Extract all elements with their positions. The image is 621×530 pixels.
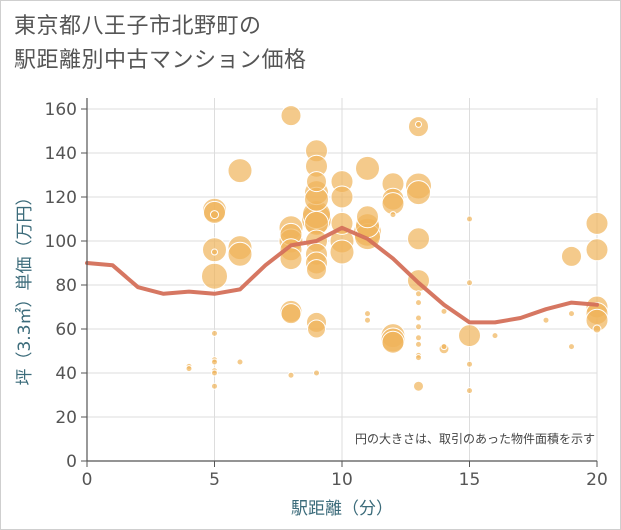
- chart-title: 東京都八王子市北野町の 駅距離別中古マンション価格: [14, 10, 307, 78]
- data-bubble: [542, 316, 550, 324]
- bubbles: [185, 105, 609, 395]
- data-bubble: [415, 340, 422, 348]
- data-bubble: [407, 227, 430, 251]
- data-bubble: [211, 369, 218, 377]
- data-bubble: [440, 307, 448, 315]
- x-axis-label: 駅距離（分）: [291, 499, 393, 519]
- size-legend-note: 円の大きさは、取引のあった物件面積を示す: [355, 431, 595, 446]
- y-tick-label: 20: [55, 408, 77, 428]
- y-tick-label: 160: [45, 100, 77, 120]
- data-bubble: [415, 290, 422, 298]
- title-line-1: 東京都八王子市北野町の: [14, 14, 262, 39]
- data-bubble: [561, 245, 582, 267]
- data-bubble: [280, 105, 302, 127]
- data-bubble: [306, 259, 327, 281]
- data-bubble: [466, 215, 473, 223]
- data-bubble: [329, 239, 355, 265]
- data-bubble: [227, 241, 253, 267]
- data-bubble: [211, 358, 218, 366]
- data-bubble: [413, 380, 424, 392]
- data-bubble: [585, 211, 609, 235]
- y-tick-label: 120: [45, 188, 77, 208]
- x-tick-label: 20: [586, 470, 608, 490]
- title-line-2: 駅距離別中古マンション価格: [14, 48, 307, 73]
- data-bubble: [381, 330, 405, 354]
- data-bubble: [355, 155, 380, 181]
- data-bubble: [211, 382, 218, 390]
- x-tick-label: 0: [82, 470, 93, 490]
- data-bubble: [306, 171, 327, 193]
- data-bubble: [287, 371, 295, 379]
- data-bubble: [491, 332, 499, 340]
- data-bubble: [406, 180, 431, 206]
- y-tick-label: 80: [55, 276, 77, 296]
- data-bubble: [415, 354, 422, 362]
- data-bubble: [330, 185, 354, 209]
- data-bubble: [210, 210, 219, 220]
- data-bubble: [211, 329, 218, 337]
- data-bubble: [458, 324, 481, 348]
- data-bubble: [466, 387, 473, 395]
- data-bubble: [389, 211, 397, 219]
- x-tick-label: 5: [209, 470, 220, 490]
- y-tick-label: 60: [55, 320, 77, 340]
- data-bubble: [307, 319, 326, 339]
- y-tick-label: 140: [45, 144, 77, 164]
- x-tick-label: 10: [331, 470, 353, 490]
- data-bubble: [201, 262, 228, 290]
- data-bubble: [280, 303, 302, 325]
- data-bubble: [364, 316, 371, 324]
- data-bubble: [313, 369, 320, 377]
- data-bubble: [236, 358, 244, 366]
- data-bubble: [568, 343, 575, 351]
- x-tick-label: 15: [459, 470, 481, 490]
- data-bubble: [356, 205, 379, 229]
- data-bubble: [364, 310, 371, 318]
- data-bubble: [592, 324, 602, 334]
- data-bubble: [211, 248, 218, 256]
- data-bubble: [415, 299, 422, 307]
- data-bubble: [440, 343, 448, 351]
- data-bubble: [415, 334, 422, 342]
- x-tick-labels: 0 5 10 15 20: [82, 461, 608, 490]
- y-tick-labels: 0 20 40 60 80 100 120 140 160: [45, 100, 87, 472]
- data-bubble: [568, 310, 575, 318]
- data-bubble: [585, 238, 609, 262]
- data-bubble: [185, 365, 193, 373]
- trend-line: [85, 225, 599, 325]
- data-bubble: [466, 360, 473, 368]
- data-bubble: [415, 314, 422, 322]
- data-bubble: [415, 120, 422, 128]
- grid-lines: [87, 98, 598, 461]
- data-bubble: [227, 158, 253, 184]
- trend-line-group: [85, 225, 599, 325]
- y-tick-label: 40: [55, 364, 77, 384]
- y-tick-label: 100: [45, 232, 77, 252]
- data-bubble: [466, 279, 473, 287]
- data-bubble: [415, 323, 422, 331]
- y-axis-label: 坪（3.3㎡）単価（万円）: [15, 188, 35, 385]
- y-tick-label: 0: [66, 452, 77, 472]
